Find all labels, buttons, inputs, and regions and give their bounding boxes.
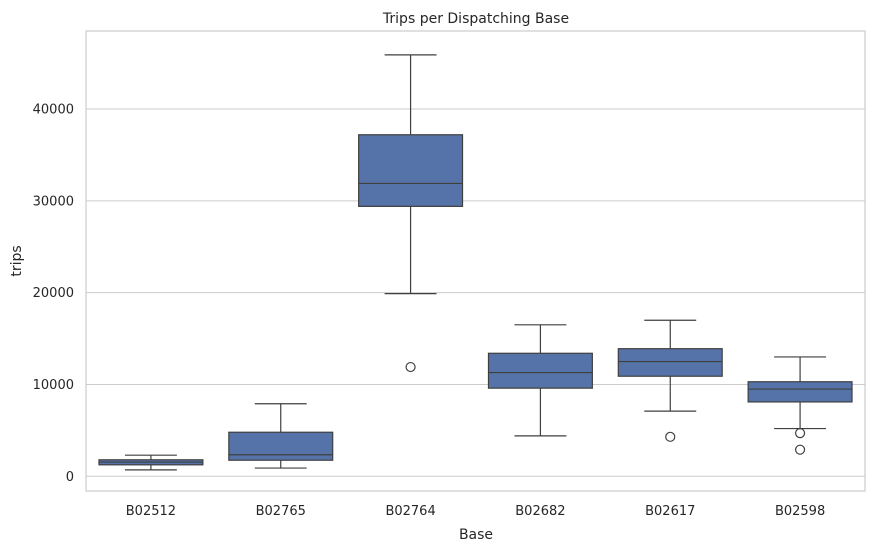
y-axis-ticks: 0 10000 20000 30000 40000	[33, 103, 74, 485]
x-tick-label: B02765	[256, 504, 306, 519]
iqr-box	[747, 381, 853, 403]
box-group	[747, 356, 853, 455]
y-tick-label: 0	[66, 470, 74, 485]
box-group	[358, 54, 464, 373]
x-axis-ticks: B02512 B02765 B02764 B02682 B02617 B02598	[126, 504, 825, 519]
y-tick-label: 30000	[33, 194, 74, 209]
box-group	[487, 324, 593, 437]
outlier-point	[665, 431, 676, 442]
y-tick-label: 20000	[33, 286, 74, 301]
x-tick-label: B02617	[645, 504, 695, 519]
x-tick-label: B02682	[515, 504, 565, 519]
iqr-box	[358, 134, 464, 207]
y-axis-label: trips	[9, 245, 25, 276]
x-axis-label: Base	[459, 527, 493, 543]
iqr-box	[617, 348, 723, 377]
boxes	[98, 54, 853, 471]
box-group	[617, 319, 723, 442]
y-tick-label: 40000	[33, 103, 74, 118]
outlier-point	[794, 428, 806, 439]
plot-area-frame	[85, 30, 866, 492]
box-group	[228, 403, 334, 469]
x-tick-label: B02764	[385, 504, 435, 519]
y-tick-label: 10000	[33, 378, 74, 393]
x-tick-label: B02512	[126, 504, 176, 519]
grid-lines	[86, 108, 865, 477]
x-tick-label: B02598	[775, 504, 825, 519]
outlier-point	[794, 444, 806, 455]
box-group	[98, 454, 204, 471]
outlier-point	[405, 361, 416, 373]
iqr-box	[487, 352, 593, 389]
iqr-box	[228, 431, 334, 461]
chart-title: Trips per Dispatching Base	[382, 11, 569, 27]
